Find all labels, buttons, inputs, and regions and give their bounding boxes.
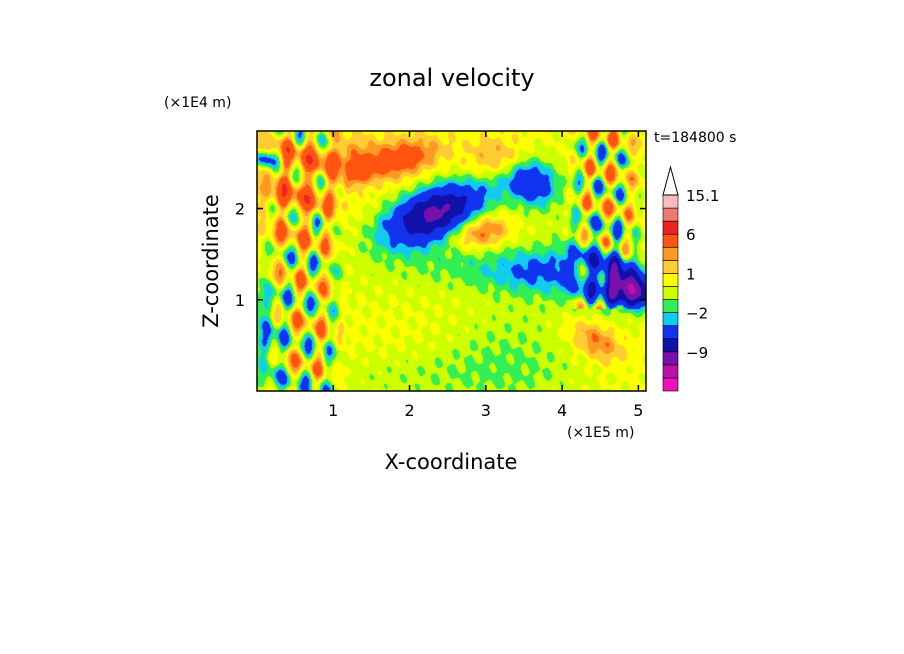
colorbar-segment — [662, 246, 679, 261]
colorbar-tick-label: −2 — [686, 305, 708, 323]
x-tick-label: 5 — [633, 401, 643, 420]
colorbar-tick-label: −9 — [686, 344, 708, 362]
colorbar-tick-label: 15.1 — [686, 187, 719, 205]
colorbar: 15.1 6 1 −2 −9 — [662, 165, 719, 392]
colorbar-segment — [662, 233, 679, 248]
x-axis-ticks: 1 2 3 4 5 — [328, 131, 643, 420]
velocity-field — [257, 131, 646, 391]
colorbar-segment — [662, 207, 679, 222]
time-label: t=184800 s — [654, 130, 736, 146]
plot-frame — [256, 130, 647, 392]
y-tick-label: 1 — [235, 291, 245, 310]
y-axis-ticks: 12 — [235, 200, 646, 310]
colorbar-segment — [662, 260, 679, 274]
colorbar-segment — [662, 312, 679, 326]
x-tick-label: 3 — [481, 401, 491, 420]
colorbar-extend-arrow — [662, 165, 679, 196]
x-tick-label: 4 — [557, 401, 567, 420]
colorbar-segment — [662, 286, 679, 300]
x-tick-label: 2 — [404, 401, 414, 420]
colorbar-segment — [662, 194, 679, 209]
colorbar-segment — [662, 325, 679, 340]
colorbar-segment — [662, 364, 679, 379]
colorbar-tick-label: 1 — [686, 265, 696, 283]
colorbar-segment — [662, 351, 679, 366]
y-tick-label: 2 — [235, 200, 245, 219]
colorbar-segment — [662, 338, 679, 353]
y-unit-label: (×1E4 m) — [164, 95, 231, 111]
y-axis-label: Z-coordinate — [199, 194, 223, 328]
colorbar-segment — [662, 220, 679, 235]
chart-title: zonal velocity — [369, 64, 534, 92]
x-unit-label: (×1E5 m) — [567, 425, 634, 441]
colorbar-segment — [662, 299, 679, 313]
x-axis-label: X-coordinate — [385, 450, 518, 474]
colorbar-tick-label: 6 — [686, 226, 696, 244]
x-tick-label: 1 — [328, 401, 338, 420]
colorbar-segment — [662, 377, 679, 392]
colorbar-segment — [662, 273, 679, 287]
